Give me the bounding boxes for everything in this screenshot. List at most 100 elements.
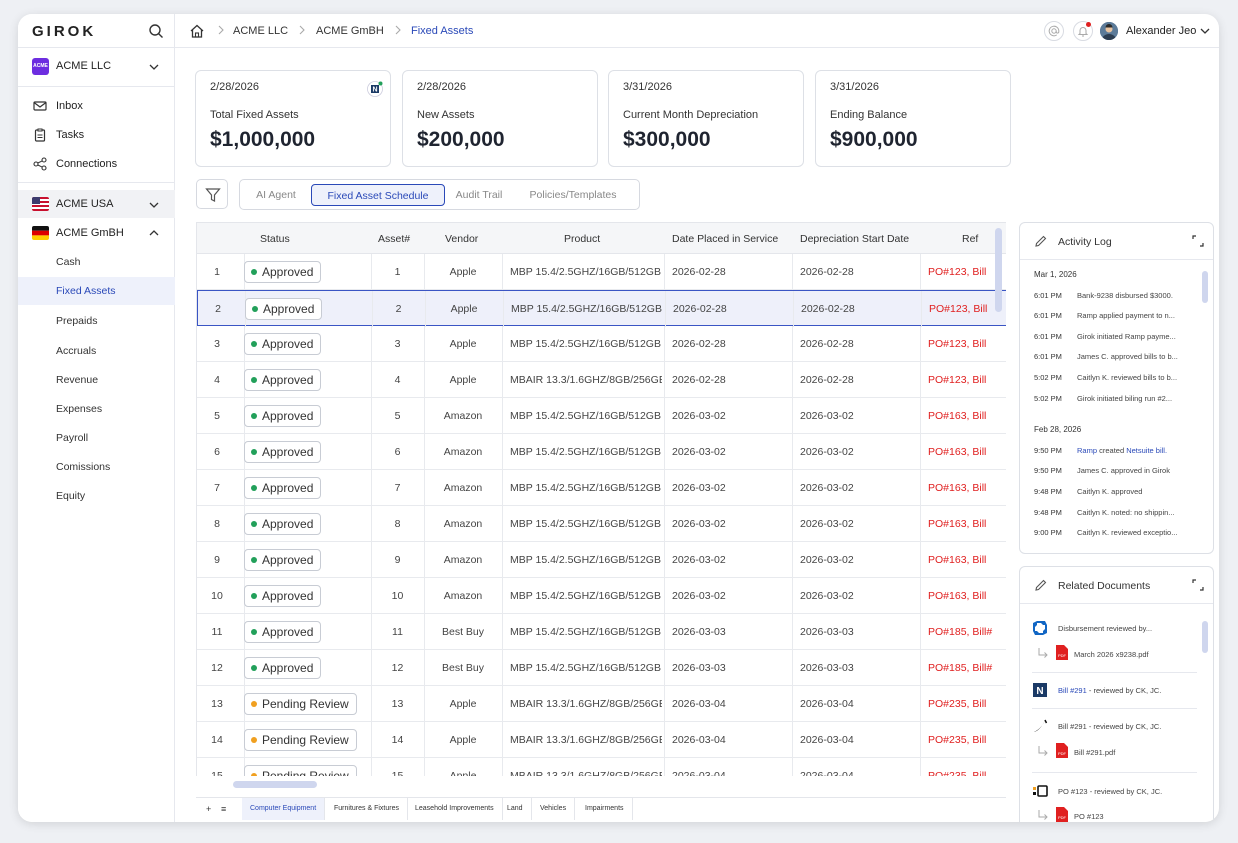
sub-item-cash[interactable]: Cash: [18, 248, 175, 276]
doc-description[interactable]: Bill #291 - reviewed by CK, JC.: [1058, 722, 1162, 731]
cell-ref[interactable]: PO#163, Bill: [928, 554, 987, 566]
filter-button[interactable]: [196, 179, 228, 209]
doc-file-link[interactable]: PO #123: [1074, 812, 1104, 821]
home-icon[interactable]: [189, 23, 205, 39]
cell-ref[interactable]: PO#123, Bill: [928, 374, 987, 386]
related-documents-scrollbar[interactable]: [1202, 621, 1208, 653]
log-entry[interactable]: Girok initiated Ramp payme...: [1077, 332, 1176, 341]
log-entry[interactable]: Bank-9238 disbursed $3000.: [1077, 291, 1173, 300]
tab-fixed-asset-schedule[interactable]: Fixed Asset Schedule: [311, 184, 445, 206]
log-entry[interactable]: Girok initiated biling run #2...: [1077, 394, 1173, 403]
log-entry[interactable]: Caitlyn K. noted: no shippin...: [1077, 508, 1175, 517]
cell-ref[interactable]: PO#235, Bill: [928, 734, 987, 746]
cell-ref[interactable]: PO#163, Bill: [928, 446, 987, 458]
table-row[interactable]: 8 8 Amazon MBP 15.4/2.5GHZ/16GB/512GB 2026-0…: [197, 506, 1006, 542]
table-row[interactable]: 5 5 Amazon MBP 15.4/2.5GHZ/16GB/512GB 2026-0…: [197, 398, 1006, 434]
status-badge[interactable]: Pending Review: [244, 765, 357, 776]
log-entry[interactable]: James C. approved bills to b...: [1077, 352, 1178, 361]
sheet-tab-vehicles[interactable]: Vehicles: [532, 798, 576, 820]
avatar[interactable]: [1100, 22, 1118, 40]
nav-tasks[interactable]: Tasks: [18, 122, 175, 148]
doc-description[interactable]: PO #123 - reviewed by CK, JC.: [1058, 787, 1163, 796]
status-badge[interactable]: Pending Review: [244, 693, 357, 715]
column-header-depreciation-start[interactable]: Depreciation Start Date: [800, 233, 910, 245]
status-badge[interactable]: Approved: [244, 657, 322, 679]
sheet-tab-furnitures-fixtures[interactable]: Furnitures & Fixtures: [326, 798, 408, 820]
sub-item-fixed-assets[interactable]: Fixed Assets: [18, 277, 175, 305]
status-badge[interactable]: Approved: [244, 621, 322, 643]
cell-ref[interactable]: PO#235, Bill: [928, 698, 987, 710]
table-row[interactable]: 6 6 Amazon MBP 15.4/2.5GHZ/16GB/512GB 2026-0…: [197, 434, 1006, 470]
entity-acme-usa[interactable]: ACME USA: [18, 190, 175, 218]
tab-ai-agent[interactable]: AI Agent: [256, 189, 296, 201]
log-entry[interactable]: Caitlyn K. approved: [1077, 487, 1143, 496]
bill-291-link[interactable]: Bill #291: [1058, 686, 1087, 695]
ramp-link[interactable]: Ramp: [1077, 446, 1098, 455]
log-entry[interactable]: Ramp applied payment to n...: [1077, 311, 1175, 320]
table-row[interactable]: 15 15 Apple MBAIR 13.3/1.6GHZ/8GB/256GB 2026…: [197, 758, 1006, 776]
tab-audit-trail[interactable]: Audit Trail: [455, 189, 503, 201]
sheet-menu-button[interactable]: ≡: [221, 804, 227, 814]
status-badge[interactable]: Approved: [244, 585, 322, 607]
status-badge[interactable]: Approved: [244, 477, 322, 499]
column-header-status[interactable]: Status: [260, 233, 290, 245]
doc-file-link[interactable]: Bill #291.pdf: [1074, 748, 1116, 757]
column-header-asset[interactable]: Asset#: [378, 233, 411, 245]
nav-connections[interactable]: Connections: [18, 151, 175, 177]
cell-ref[interactable]: PO#185, Bill#: [928, 626, 993, 638]
cell-ref[interactable]: PO#163, Bill: [928, 518, 987, 530]
cell-ref[interactable]: PO#185, Bill#: [928, 662, 993, 674]
log-entry[interactable]: Ramp created Netsuite bill.: [1077, 446, 1195, 455]
user-name[interactable]: Alexander Jeo: [1126, 25, 1197, 37]
expand-icon[interactable]: [1192, 235, 1204, 247]
vertical-scrollbar[interactable]: [995, 228, 1002, 312]
entity-acme-gmbh[interactable]: ACME GmBH: [18, 219, 175, 247]
sheet-tab-leasehold-improvements[interactable]: Leasehold Improvements: [407, 798, 503, 820]
column-header-date-placed[interactable]: Date Placed in Service: [672, 233, 779, 245]
cell-ref[interactable]: PO#123, Bill: [928, 266, 987, 278]
table-row[interactable]: 10 10 Amazon MBP 15.4/2.5GHZ/16GB/512GB 2026…: [197, 578, 1006, 614]
log-entry[interactable]: Caitlyn K. reviewed bills to b...: [1077, 373, 1178, 382]
activity-log-scrollbar[interactable]: [1202, 271, 1208, 303]
sub-item-accruals[interactable]: Accruals: [18, 337, 175, 365]
status-badge[interactable]: Approved: [244, 405, 322, 427]
search-icon[interactable]: [148, 23, 164, 39]
table-row[interactable]: 7 7 Amazon MBP 15.4/2.5GHZ/16GB/512GB 2026-0…: [197, 470, 1006, 506]
sub-item-prepaids[interactable]: Prepaids: [18, 307, 175, 335]
sub-item-expenses[interactable]: Expenses: [18, 395, 175, 423]
cell-ref[interactable]: PO#123, Bill: [929, 303, 988, 315]
log-entry[interactable]: Caitlyn K. reviewed exceptio...: [1077, 528, 1178, 537]
table-row[interactable]: 4 4 Apple MBAIR 13.3/1.6GHZ/8GB/256GB 2026-0…: [197, 362, 1006, 398]
expand-icon[interactable]: [1192, 579, 1204, 591]
chevron-down-icon[interactable]: [1199, 25, 1211, 37]
notifications-button[interactable]: [1073, 21, 1093, 41]
cell-ref[interactable]: PO#163, Bill: [928, 590, 987, 602]
status-badge[interactable]: Approved: [244, 261, 322, 283]
status-badge[interactable]: Approved: [244, 549, 322, 571]
status-badge[interactable]: Approved: [245, 298, 323, 320]
log-entry[interactable]: James C. approved in Girok: [1077, 466, 1170, 475]
table-row[interactable]: 14 14 Apple MBAIR 13.3/1.6GHZ/8GB/256GB 2026…: [197, 722, 1006, 758]
column-header-vendor[interactable]: Vendor: [445, 233, 479, 245]
table-row[interactable]: 13 13 Apple MBAIR 13.3/1.6GHZ/8GB/256GB 2026…: [197, 686, 1006, 722]
sheet-tab-land[interactable]: Land: [499, 798, 532, 820]
table-row[interactable]: 2 2 Apple MBP 15.4/2.5GHZ/16GB/512GB 2026-02…: [197, 290, 1006, 327]
netsuite-bill-link[interactable]: Netsuite bill.: [1126, 446, 1168, 455]
sub-item-payroll[interactable]: Payroll: [18, 424, 175, 452]
status-badge[interactable]: Approved: [244, 369, 322, 391]
table-row[interactable]: 3 3 Apple MBP 15.4/2.5GHZ/16GB/512GB 2026-02…: [197, 326, 1006, 362]
table-row[interactable]: 1 1 Apple MBP 15.4/2.5GHZ/16GB/512GB 2026-02…: [197, 254, 1006, 290]
status-badge[interactable]: Approved: [244, 441, 322, 463]
add-sheet-button[interactable]: +: [206, 804, 212, 814]
doc-description[interactable]: Disbursement reviewed by...: [1058, 624, 1153, 633]
horizontal-scrollbar[interactable]: [233, 781, 317, 788]
cell-ref[interactable]: PO#163, Bill: [928, 410, 987, 422]
doc-file-link[interactable]: March 2026 x9238.pdf: [1074, 650, 1149, 659]
column-header-ref[interactable]: Ref: [962, 233, 979, 245]
nav-inbox[interactable]: Inbox: [18, 93, 175, 119]
sub-item-equity[interactable]: Equity: [18, 482, 175, 510]
column-header-product[interactable]: Product: [564, 233, 601, 245]
tab-policies-templates[interactable]: Policies/Templates: [529, 189, 617, 201]
sheet-tab-computer-equipment[interactable]: Computer Equipment: [242, 798, 326, 820]
table-row[interactable]: 9 9 Amazon MBP 15.4/2.5GHZ/16GB/512GB 2026-0…: [197, 542, 1006, 578]
